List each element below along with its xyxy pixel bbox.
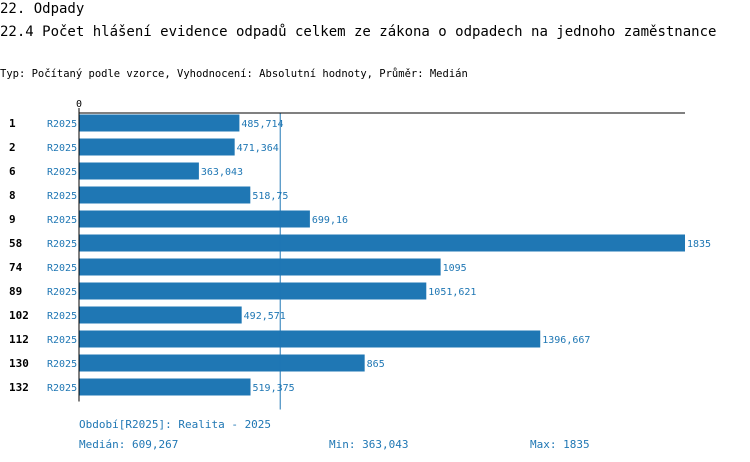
category-label: 2 (9, 141, 16, 154)
category-label: 130 (9, 357, 29, 370)
bar-130 (79, 354, 365, 372)
bar-9 (79, 210, 310, 228)
value-label: 1095 (443, 263, 467, 274)
chart-subtitle: Typ: Počítaný podle vzorce, Vyhodnocení:… (0, 68, 468, 80)
category-label: 8 (9, 189, 16, 202)
category-label: 1 (9, 117, 16, 130)
category-label: 102 (9, 309, 29, 322)
labels-layer: 1 R2025 485,714 2 R2025 471,364 6 R2025 363,043 8… (9, 117, 711, 394)
series-label: R2025 (47, 359, 77, 370)
category-label: 58 (9, 237, 22, 250)
value-label: 518,75 (252, 191, 288, 202)
value-label: 1051,621 (428, 287, 476, 298)
value-label: 492,571 (244, 311, 286, 322)
category-label: 112 (9, 333, 29, 346)
series-label: R2025 (47, 119, 77, 130)
series-label: R2025 (47, 287, 77, 298)
bar-1 (79, 114, 240, 132)
value-label: 471,364 (237, 143, 279, 154)
period-legend: Období[R2025]: Realita - 2025 (79, 418, 272, 431)
median-stat: Medián: 609,267 (79, 438, 179, 451)
series-label: R2025 (47, 311, 77, 322)
series-label: R2025 (47, 239, 77, 250)
bars-layer (79, 114, 685, 396)
category-label: 9 (9, 213, 16, 226)
series-label: R2025 (47, 143, 77, 154)
value-label: 865 (367, 359, 385, 370)
value-label: 1835 (687, 239, 711, 250)
max-stat: Max: 1835 (530, 438, 590, 451)
series-label: R2025 (47, 263, 77, 274)
series-label: R2025 (47, 167, 77, 178)
bar-74 (79, 258, 441, 276)
value-label: 699,16 (312, 215, 348, 226)
bar-102 (79, 306, 242, 324)
value-label: 1396,667 (542, 335, 590, 346)
chart-title: 22.4 Počet hlášení evidence odpadů celke… (0, 24, 717, 40)
value-label: 363,043 (201, 167, 243, 178)
bar-89 (79, 282, 427, 300)
series-label: R2025 (47, 383, 77, 394)
bar-8 (79, 186, 251, 204)
bar-58 (79, 234, 685, 252)
bar-6 (79, 162, 199, 180)
section-title: 22. Odpady (0, 1, 85, 17)
category-label: 74 (9, 261, 23, 274)
category-label: 132 (9, 381, 29, 394)
x-tick-label: 0 (76, 99, 82, 110)
min-stat: Min: 363,043 (329, 438, 409, 451)
bar-2 (79, 138, 235, 156)
bar-132 (79, 378, 251, 396)
series-label: R2025 (47, 215, 77, 226)
value-label: 519,375 (253, 383, 295, 394)
bar-112 (79, 330, 541, 348)
value-label: 485,714 (241, 119, 283, 130)
category-label: 89 (9, 285, 22, 298)
series-label: R2025 (47, 191, 77, 202)
series-label: R2025 (47, 335, 77, 346)
category-label: 6 (9, 165, 16, 178)
